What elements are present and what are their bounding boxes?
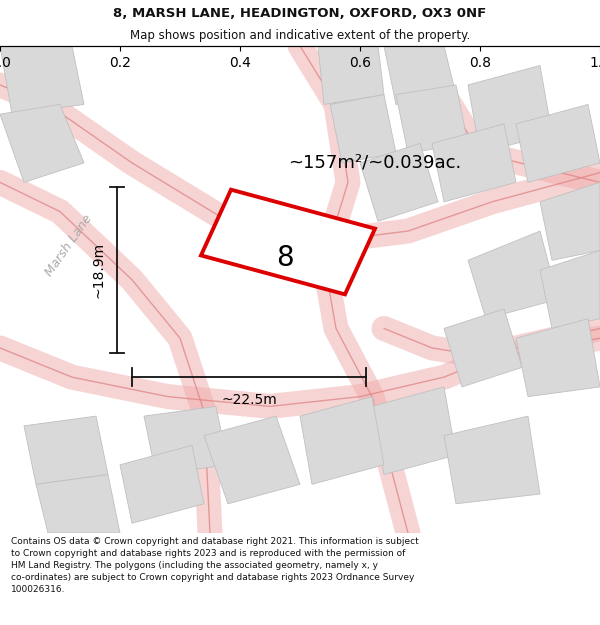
Polygon shape <box>444 309 522 387</box>
Polygon shape <box>330 95 396 163</box>
Polygon shape <box>516 319 600 397</box>
Text: Marsh Lane: Marsh Lane <box>43 213 95 279</box>
Polygon shape <box>36 474 120 533</box>
Polygon shape <box>201 189 375 294</box>
Polygon shape <box>24 416 108 484</box>
Polygon shape <box>396 85 468 153</box>
Polygon shape <box>0 46 84 114</box>
Polygon shape <box>360 143 438 221</box>
Polygon shape <box>468 231 558 319</box>
Polygon shape <box>468 66 552 153</box>
Text: Contains OS data © Crown copyright and database right 2021. This information is : Contains OS data © Crown copyright and d… <box>11 537 419 594</box>
Polygon shape <box>432 124 516 202</box>
Polygon shape <box>540 251 600 329</box>
Polygon shape <box>144 406 228 474</box>
Polygon shape <box>444 416 540 504</box>
Polygon shape <box>540 182 600 260</box>
Polygon shape <box>516 104 600 182</box>
Polygon shape <box>300 397 384 484</box>
Polygon shape <box>372 387 456 474</box>
Polygon shape <box>120 446 204 523</box>
Text: ~18.9m: ~18.9m <box>91 242 105 298</box>
Polygon shape <box>318 46 384 104</box>
Text: ~22.5m: ~22.5m <box>221 392 277 407</box>
Text: ~157m²/~0.039ac.: ~157m²/~0.039ac. <box>288 154 461 172</box>
Polygon shape <box>0 104 84 182</box>
Text: Map shows position and indicative extent of the property.: Map shows position and indicative extent… <box>130 29 470 42</box>
Polygon shape <box>384 46 456 104</box>
Text: 8: 8 <box>276 244 294 272</box>
Text: 8, MARSH LANE, HEADINGTON, OXFORD, OX3 0NF: 8, MARSH LANE, HEADINGTON, OXFORD, OX3 0… <box>113 8 487 20</box>
Polygon shape <box>204 416 300 504</box>
